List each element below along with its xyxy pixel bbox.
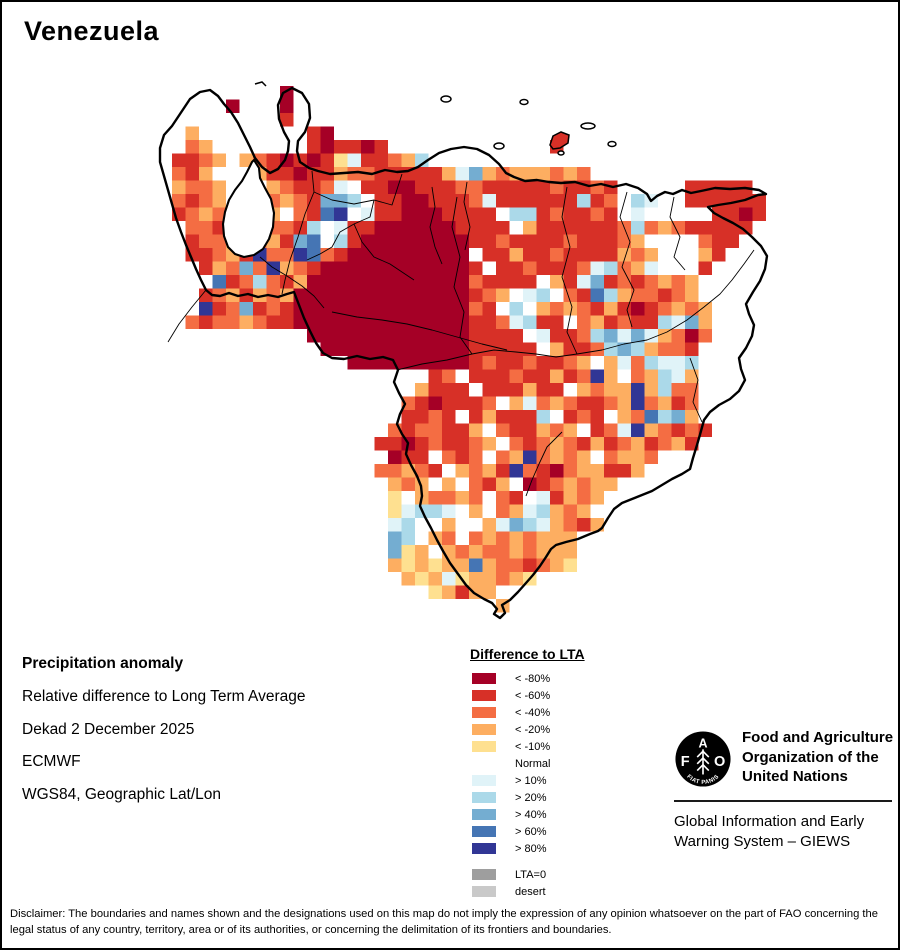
islands xyxy=(254,81,617,156)
legend-item: < -40% xyxy=(470,704,620,721)
legend-item: Normal xyxy=(470,755,620,772)
legend-swatch xyxy=(472,792,496,803)
legend-item: > 60% xyxy=(470,823,620,840)
legend-swatch xyxy=(472,673,496,684)
legend-item: > 20% xyxy=(470,789,620,806)
legend-swatch xyxy=(472,886,496,897)
info-heading: Precipitation anomaly xyxy=(22,655,184,672)
legend-swatch xyxy=(472,809,496,820)
map-legend: Difference to LTA < -80% < -60% < -40% < -2… xyxy=(470,646,620,900)
fao-org-name: Food and Agriculture Organization of the U… xyxy=(742,728,893,787)
legend-label: > 10% xyxy=(515,774,547,787)
raster-cells xyxy=(172,86,767,613)
lake-maracaibo-outline xyxy=(221,158,276,259)
legend-item: desert xyxy=(470,883,620,900)
legend-item: > 10% xyxy=(470,772,620,789)
legend-label: < -10% xyxy=(515,740,551,753)
legend-item: < -20% xyxy=(470,721,620,738)
legend-item: < -60% xyxy=(470,687,620,704)
legend-label: < -40% xyxy=(515,706,551,719)
info-line: Dekad 2 December 2025 xyxy=(22,720,195,738)
legend-swatch xyxy=(472,690,496,701)
fao-letter-a: A xyxy=(698,736,707,750)
giews-label: Global Information and Early Warning Syst… xyxy=(674,812,864,852)
text-line: Global Information and Early xyxy=(674,813,865,830)
legend-label: > 80% xyxy=(515,842,547,855)
disclaimer-text: Disclaimer: The boundaries and names sho… xyxy=(10,908,878,936)
legend-item: < -10% xyxy=(470,738,620,755)
legend-item: < -80% xyxy=(470,670,620,687)
info-line: WGS84, Geographic Lat/Lon xyxy=(22,785,222,803)
legend-label: < -20% xyxy=(515,723,551,736)
fao-letter-f: F xyxy=(681,754,690,770)
branding-divider xyxy=(674,800,892,802)
legend-swatch xyxy=(472,724,496,735)
legend-swatch xyxy=(472,843,496,854)
text-line: Organization of the xyxy=(742,748,879,766)
legend-label: LTA=0 xyxy=(515,868,547,881)
legend-swatch xyxy=(472,826,496,837)
legend-swatch xyxy=(472,758,496,769)
country-outline xyxy=(158,86,769,620)
text-line: Warning System – GIEWS xyxy=(674,833,851,850)
legend-item: LTA=0 xyxy=(470,866,620,883)
fao-logo-icon: F A O FIAT PANIS xyxy=(675,731,731,787)
legend-swatch xyxy=(472,741,496,752)
legend-swatch xyxy=(472,869,496,880)
legend-label: > 20% xyxy=(515,791,547,804)
legend-swatch xyxy=(472,775,496,786)
legend-swatch xyxy=(472,707,496,718)
text-line: United Nations xyxy=(742,768,848,785)
info-lines: Relative difference to Long Term Average… xyxy=(22,688,452,804)
legend-label: desert xyxy=(515,885,546,898)
legend-item: > 80% xyxy=(470,840,620,857)
info-line: Relative difference to Long Term Average xyxy=(22,688,306,705)
legend-item: > 40% xyxy=(470,806,620,823)
text-line: Food and Agriculture xyxy=(742,729,894,746)
legend-label: < -80% xyxy=(515,672,551,685)
wheat-icon xyxy=(696,749,710,775)
map-info-block: Precipitation anomaly Relative differenc… xyxy=(22,655,452,818)
legend-label: < -60% xyxy=(515,689,551,702)
info-line: ECMWF xyxy=(22,753,81,770)
admin-boundaries xyxy=(167,170,755,497)
legend-label: Normal xyxy=(515,757,551,770)
legend-label: > 60% xyxy=(515,825,547,838)
fao-letter-o: O xyxy=(714,754,725,770)
legend-title: Difference to LTA xyxy=(470,646,585,662)
legend-rows: < -80% < -60% < -40% < -20% < -10% Normal > 10… xyxy=(470,670,620,900)
legend-label: > 40% xyxy=(515,808,547,821)
page-title: Venezuela xyxy=(24,16,160,46)
